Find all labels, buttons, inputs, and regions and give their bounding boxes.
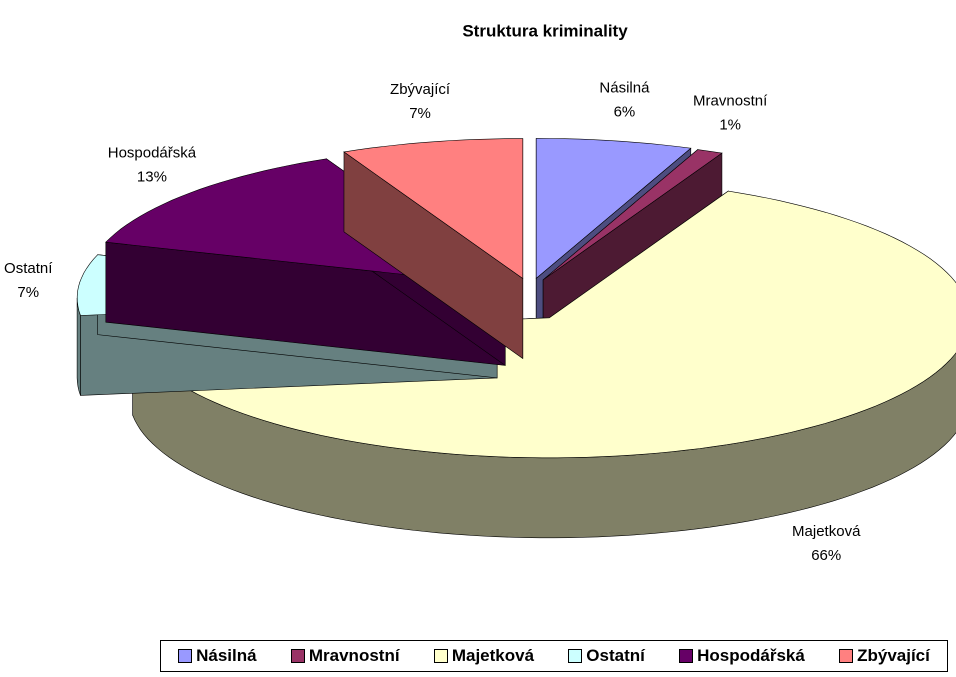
chart: Struktura kriminality Násilná 6% Mravnostn…: [4, 21, 956, 564]
legend-item: Hospodářská: [679, 646, 805, 666]
slice-label: Ostatní: [4, 260, 53, 277]
slice-label: Majetková: [792, 523, 861, 540]
legend-label: Hospodářská: [697, 646, 805, 665]
slice-value-label: 1%: [719, 117, 741, 134]
slice-top: [535, 138, 692, 280]
legend-swatch: [839, 649, 854, 663]
chart-title: Struktura kriminality: [462, 21, 628, 40]
legend-swatch: [679, 649, 694, 663]
legend-label: Mravnostní: [308, 646, 400, 665]
slice-value-label: 13%: [137, 169, 167, 186]
legend-item: Mravnostní: [290, 646, 400, 666]
legend-swatch: [433, 649, 448, 663]
legend-label: Majetková: [451, 646, 535, 665]
legend: Násilná Mravnostní Majetková Ostatní Hospodá…: [160, 640, 948, 672]
slice-label: Mravnostní: [693, 93, 768, 110]
legend-label: Násilná: [196, 646, 257, 665]
legend-item: Ostatní: [568, 646, 645, 666]
slice-top: [542, 149, 723, 281]
slice-top: [132, 190, 956, 459]
slice-value-label: 7%: [17, 284, 39, 301]
legend-swatch: [568, 649, 583, 663]
legend-item: Násilná: [178, 646, 257, 666]
legend-label: Ostatní: [586, 646, 645, 665]
slice-value-label: 66%: [811, 547, 841, 564]
legend-item: Majetková: [433, 646, 535, 666]
slice: [343, 138, 524, 360]
slice-value-label: 6%: [614, 104, 636, 121]
slice-value-label: 7%: [409, 105, 431, 122]
slice-top: [343, 138, 524, 280]
legend-item: Zbývající: [839, 646, 930, 666]
legend-label: Zbývající: [857, 646, 930, 665]
slice-label: Zbývající: [390, 81, 451, 98]
slice-label: Hospodářská: [108, 145, 197, 162]
legend-swatch: [290, 649, 305, 663]
slice-label: Násilná: [599, 80, 650, 97]
legend-swatch: [178, 649, 193, 663]
